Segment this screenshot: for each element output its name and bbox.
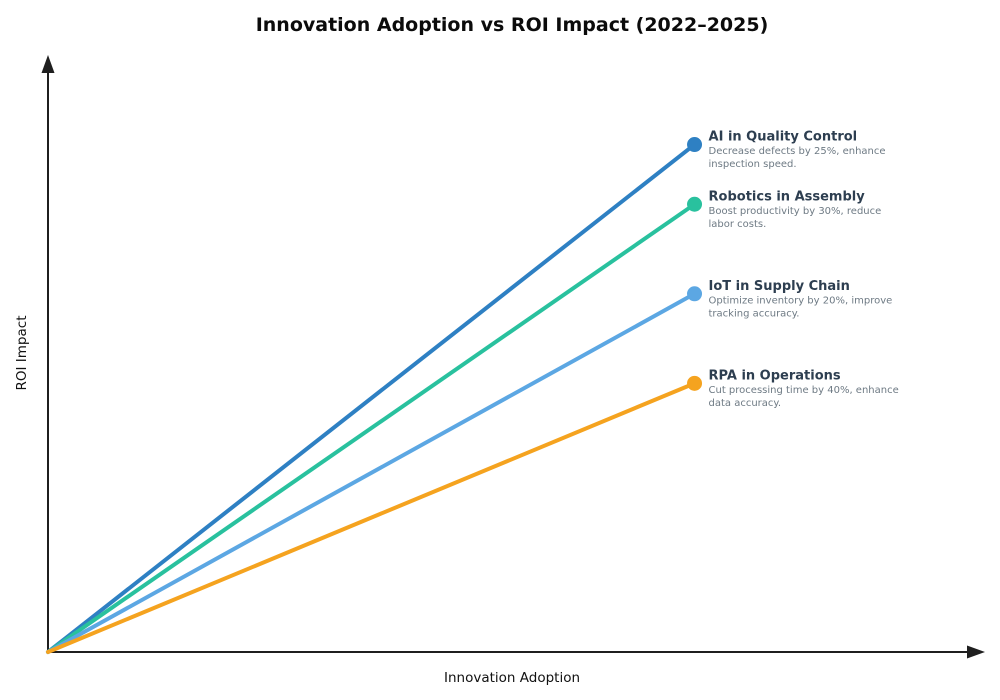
y-axis-label: ROI Impact [14,316,30,391]
series-desc-line1-2: Optimize inventory by 20%, improve [709,295,893,306]
series-name-label-0: AI in Quality Control [709,130,858,145]
series-name-label-1: Robotics in Assembly [709,189,866,204]
series-endpoint-dot-0 [687,137,703,153]
series-endpoint-dot-3 [687,375,703,391]
series-endpoint-dot-1 [687,196,703,212]
series-line-3 [46,381,697,654]
series-dots-layer [687,137,703,391]
y-axis-arrowhead [41,55,55,73]
series-desc-line2-2: tracking accuracy. [709,308,800,319]
series-desc-line1-0: Decrease defects by 25%, enhance [709,146,886,157]
series-name-label-2: IoT in Supply Chain [709,279,850,294]
x-axis-label: Innovation Adoption [444,670,580,686]
series-endpoint-dot-2 [687,286,703,302]
series-line-1 [46,202,697,654]
series-name-label-3: RPA in Operations [709,368,841,383]
series-desc-line2-1: labor costs. [709,219,767,230]
series-line-2 [46,291,697,654]
series-desc-line2-0: inspection speed. [709,159,797,170]
chart-title: Innovation Adoption vs ROI Impact (2022–… [256,14,769,36]
series-line-0 [46,142,697,654]
x-axis-arrowhead [967,645,985,659]
series-desc-line1-1: Boost productivity by 30%, reduce [709,206,882,217]
series-lines-layer [46,142,697,654]
series-desc-line2-3: data accuracy. [709,398,782,409]
series-desc-line1-3: Cut processing time by 40%, enhance [709,385,899,396]
